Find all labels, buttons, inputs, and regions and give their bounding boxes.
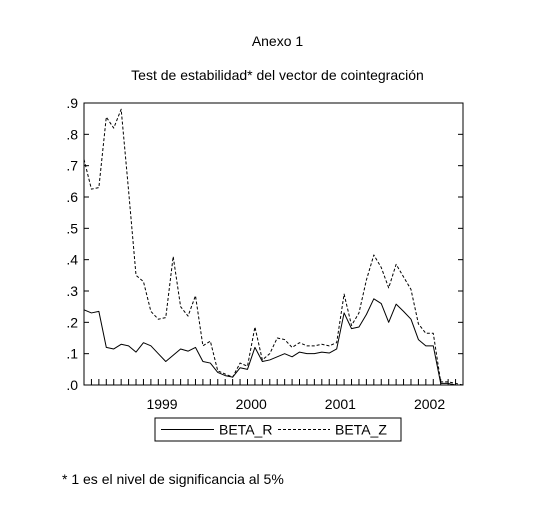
plot-frame: [83, 102, 464, 386]
y-axis: .0 .1 .2 .3 .4 .5 .6 .7 .8 .9: [66, 95, 463, 393]
y-tick-label: .2: [66, 314, 78, 330]
series-line-beta-r: [83, 298, 463, 386]
y-tick-label: .5: [66, 220, 78, 236]
legend: BETA_R BETA_Z: [154, 417, 402, 442]
chart-title: Test de estabilidad* del vector de coint…: [131, 67, 424, 83]
x-axis: 1999 2000 2001 2002: [83, 379, 464, 412]
y-tick-label: .1: [66, 346, 78, 362]
series-lines: [83, 108, 464, 386]
x-tick-label: 2000: [236, 396, 267, 412]
y-tick-label: .6: [66, 189, 78, 205]
legend-label-beta-r: BETA_R: [219, 422, 272, 438]
y-tick-label: .4: [66, 252, 78, 268]
footnote: * 1 es el nivel de significancia al 5%: [62, 471, 284, 487]
y-tick-label: .0: [66, 377, 78, 393]
x-tick-label: 2002: [414, 396, 445, 412]
y-tick-label: .8: [66, 126, 78, 142]
y-tick-label: .7: [66, 158, 78, 174]
series-line-beta-z: [83, 108, 464, 386]
x-tick-label: 2001: [325, 396, 356, 412]
y-tick-label: .9: [66, 95, 78, 111]
x-tick-label: 1999: [146, 396, 177, 412]
annex-label: Anexo 1: [251, 33, 304, 49]
y-tick-label: .3: [66, 283, 78, 299]
legend-label-beta-z: BETA_Z: [335, 422, 387, 438]
